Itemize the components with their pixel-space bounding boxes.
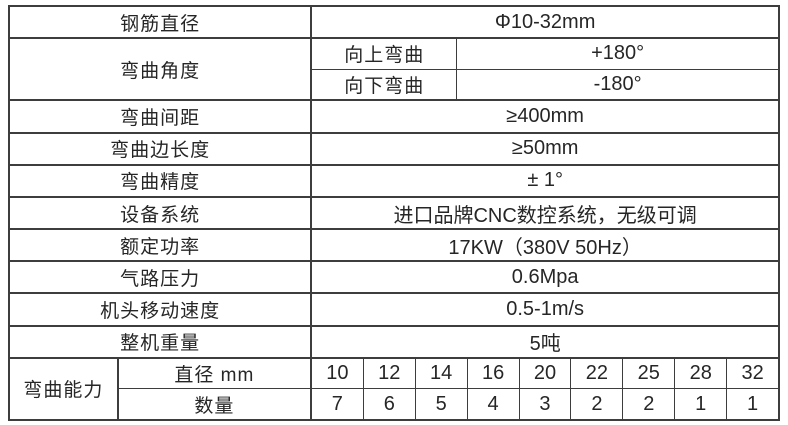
capacity-quantity-label: 数量 bbox=[119, 389, 312, 420]
row-label: 钢筋直径 bbox=[120, 13, 201, 35]
capacity-diameter-value: 16 bbox=[466, 358, 519, 389]
capacity-quantity-value: 2 bbox=[622, 389, 674, 420]
table-row-rebar-diameter: 钢筋直径 Φ10-32mm bbox=[10, 7, 778, 40]
row-value: 进口品牌CNC数控系统，无级可调 bbox=[310, 197, 778, 229]
row-label: 气路压力 bbox=[120, 268, 201, 290]
capacity-diameter-value: 12 bbox=[362, 358, 415, 389]
row-label: 弯曲角度 bbox=[120, 60, 201, 82]
capacity-quantity-value: 1 bbox=[726, 389, 778, 420]
table-row-bending-capacity: 弯曲能力 直径 mm 10 12 14 16 20 22 25 28 32 数量… bbox=[10, 358, 778, 420]
table-row-head-speed: 机头移动速度 0.5-1m/s bbox=[10, 294, 778, 327]
capacity-quantity-value: 7 bbox=[331, 392, 343, 415]
table-row-bend-angle: 弯曲角度 向上弯曲 +180° 向下弯曲 -180° bbox=[10, 39, 778, 102]
capacity-quantity-value: 5 bbox=[414, 389, 467, 420]
table-row-bend-side-length: 弯曲边长度 ≥50mm bbox=[10, 133, 778, 166]
row-value: 5吨 bbox=[310, 326, 778, 357]
bend-angle-subtable: 向上弯曲 +180° 向下弯曲 -180° bbox=[310, 39, 778, 100]
row-label: 弯曲间距 bbox=[120, 108, 201, 130]
table-row-rated-power: 额定功率 17KW（380V 50Hz） bbox=[10, 230, 778, 263]
capacity-quantity-value: 1 bbox=[674, 389, 726, 420]
row-label: 机头移动速度 bbox=[100, 300, 221, 322]
capacity-quantity-row: 数量 7 6 5 4 3 2 2 1 1 bbox=[118, 388, 778, 420]
table-row-bend-spacing: 弯曲间距 ≥400mm bbox=[10, 101, 778, 134]
sub-row-label: 向下弯曲 bbox=[344, 76, 425, 98]
capacity-quantity-value: 4 bbox=[466, 389, 519, 420]
table-row-equipment-system: 设备系统 进口品牌CNC数控系统，无级可调 bbox=[10, 197, 778, 231]
row-label: 整机重量 bbox=[120, 333, 201, 355]
sub-row-value: -180° bbox=[456, 69, 778, 100]
spec-table: 钢筋直径 Φ10-32mm 弯曲角度 向上弯曲 +180° 向下弯曲 -180°… bbox=[8, 5, 780, 421]
capacity-quantity-value: 6 bbox=[362, 389, 415, 420]
capacity-quantity-value: 2 bbox=[570, 389, 622, 420]
capacity-diameter-value: 10 bbox=[326, 362, 349, 385]
row-label: 弯曲能力 bbox=[23, 380, 104, 402]
row-value: Φ10-32mm bbox=[310, 7, 778, 38]
table-row-air-pressure: 气路压力 0.6Mpa bbox=[10, 262, 778, 295]
capacity-subtable: 直径 mm 10 12 14 16 20 22 25 28 32 数量 7 6 … bbox=[116, 358, 778, 420]
bend-angle-up-row: 向上弯曲 +180° bbox=[312, 39, 778, 69]
table-row-total-weight: 整机重量 5吨 bbox=[10, 326, 778, 359]
capacity-diameter-value: 32 bbox=[726, 358, 778, 389]
bend-angle-down-row: 向下弯曲 -180° bbox=[312, 68, 778, 100]
row-value: ± 1° bbox=[310, 165, 778, 196]
row-label: 额定功率 bbox=[120, 236, 201, 258]
capacity-diameter-value: 25 bbox=[622, 358, 674, 389]
capacity-diameter-row: 直径 mm 10 12 14 16 20 22 25 28 32 bbox=[119, 358, 778, 389]
capacity-diameter-label: 直径 mm bbox=[119, 358, 312, 389]
row-value: 0.6Mpa bbox=[310, 262, 778, 293]
capacity-quantity-value: 3 bbox=[518, 389, 571, 420]
row-label: 弯曲精度 bbox=[120, 172, 201, 194]
row-value: ≥400mm bbox=[310, 101, 778, 132]
capacity-diameter-value: 28 bbox=[674, 358, 726, 389]
table-row-bend-precision: 弯曲精度 ± 1° bbox=[10, 165, 778, 198]
row-value: 17KW（380V 50Hz） bbox=[310, 230, 778, 261]
row-label: 设备系统 bbox=[120, 204, 201, 226]
capacity-diameter-value: 22 bbox=[570, 358, 622, 389]
sub-row-value: +180° bbox=[456, 39, 778, 69]
row-value: ≥50mm bbox=[310, 133, 778, 164]
row-label: 弯曲边长度 bbox=[110, 140, 211, 162]
capacity-diameter-value: 20 bbox=[518, 358, 571, 389]
sub-row-label: 向上弯曲 bbox=[344, 45, 425, 67]
capacity-diameter-value: 14 bbox=[414, 358, 467, 389]
row-value: 0.5-1m/s bbox=[310, 294, 778, 325]
